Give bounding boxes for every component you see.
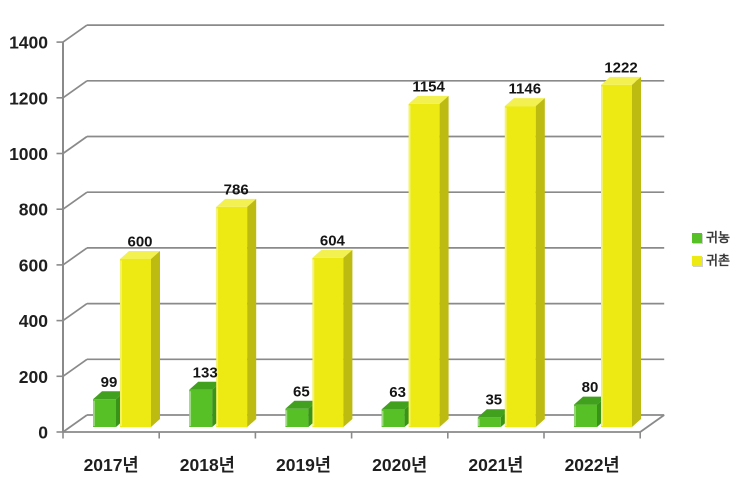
y-axis-label-0: 0: [38, 423, 48, 443]
bar-귀촌-2019년: [312, 249, 353, 427]
gridline-diagonal-1000: [62, 135, 88, 155]
bar-귀촌-2022년: [601, 76, 641, 427]
bar-front-face: [408, 103, 440, 427]
bar-side-face: [343, 249, 353, 427]
gridline-diagonal-1200: [62, 80, 88, 99]
legend-item-village: 귀촌: [692, 254, 730, 267]
bar-front-face: [120, 259, 151, 427]
bar-front-face: [504, 106, 536, 428]
bar-front-face: [285, 408, 309, 427]
gridline-diagonal-1400: [62, 24, 88, 43]
legend-label: 귀촌: [706, 253, 730, 268]
gridline-diagonal-800: [62, 191, 88, 210]
y-axis-label-1400: 1400: [9, 33, 48, 53]
bar-top-face: [189, 381, 222, 390]
legend: 귀농 귀촌: [692, 231, 730, 267]
x-axis-label-2022년: 2022년: [565, 455, 620, 475]
y-axis-label-1000: 1000: [9, 144, 48, 164]
bar-front-face: [312, 257, 344, 427]
value-label-귀촌-2019년: 604: [320, 232, 346, 249]
value-label-귀농-2021년: 35: [485, 392, 502, 409]
bar-top-face: [312, 249, 353, 258]
bar-side-face: [632, 76, 641, 427]
value-label-귀농-2020년: 63: [389, 384, 406, 401]
bar-side-face: [247, 198, 257, 427]
bar-front-face: [601, 84, 632, 427]
floor-right-diagonal: [639, 414, 665, 433]
bar-top-face: [408, 95, 449, 104]
gridline-diagonal-200: [62, 358, 88, 377]
x-axis-label-2021년: 2021년: [468, 455, 523, 475]
bar-front-face: [216, 206, 248, 427]
value-label-귀촌-2022년: 1222: [604, 59, 637, 76]
y-axis-label-200: 200: [19, 367, 48, 387]
legend-swatch-green: [692, 232, 702, 243]
value-label-귀농-2017년: 99: [101, 374, 118, 391]
y-axis-label-600: 600: [19, 255, 48, 275]
y-axis-label-1200: 1200: [9, 88, 48, 108]
bar-귀촌-2020년: [408, 95, 449, 427]
bar-top-face: [574, 396, 606, 405]
x-axis-label-2017년: 2017년: [84, 455, 139, 475]
bar-top-face: [504, 98, 545, 107]
value-label-귀촌-2021년: 1146: [509, 81, 542, 98]
value-label-귀촌-2020년: 1154: [412, 78, 445, 95]
bar-front-face: [477, 417, 501, 427]
gridline-diagonal-0: [62, 414, 88, 433]
y-axis-label-400: 400: [19, 311, 48, 331]
gridline-diagonal-600: [62, 247, 88, 266]
bar-top-face: [216, 198, 257, 207]
legend-label: 귀농: [706, 230, 730, 245]
value-label-귀촌-2017년: 600: [127, 234, 152, 251]
x-axis-label-2020년: 2020년: [372, 455, 427, 475]
x-axis-label-2018년: 2018년: [180, 455, 235, 475]
bar-top-face: [601, 76, 641, 85]
bar-top-face: [285, 400, 318, 409]
bar-top-face: [93, 391, 125, 400]
bar-귀농-2020년: [381, 401, 414, 427]
value-label-귀농-2018년: 133: [193, 364, 218, 381]
x-axis-label-2019년: 2019년: [276, 455, 331, 475]
bar-귀농-2017년: [93, 391, 125, 427]
value-label-귀농-2022년: 80: [582, 379, 599, 396]
bar-top-face: [120, 251, 160, 259]
bar-귀촌-2021년: [504, 98, 545, 428]
bar-귀촌-2017년: [120, 251, 160, 427]
bar-side-face: [535, 98, 545, 428]
bar-귀촌-2018년: [216, 198, 257, 427]
bar-side-face: [439, 95, 449, 427]
value-label-귀농-2019년: 65: [293, 383, 310, 400]
bar-front-face: [381, 409, 405, 427]
bar-front-face: [574, 404, 597, 427]
y-axis-label-800: 800: [19, 200, 48, 220]
legend-item-farming: 귀농: [692, 231, 730, 244]
bar-front-face: [93, 399, 116, 427]
bar-top-face: [381, 401, 414, 410]
bar-top-face: [477, 409, 510, 418]
bar-side-face: [151, 251, 160, 427]
gridline-diagonal-400: [62, 302, 88, 322]
bar-front-face: [189, 389, 213, 427]
value-label-귀촌-2018년: 786: [224, 181, 249, 198]
legend-swatch-yellow: [692, 255, 702, 266]
